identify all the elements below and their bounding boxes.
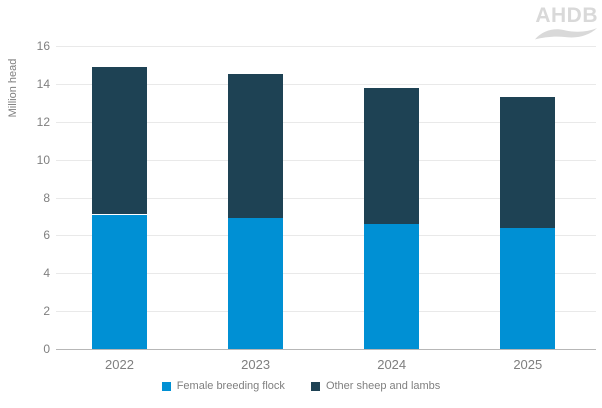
bar-segment-other-sheep-and-lambs xyxy=(364,87,420,224)
legend-swatch-icon xyxy=(161,381,171,391)
legend-item: Female breeding flock xyxy=(161,380,285,392)
bar-segment-female-breeding-flock xyxy=(92,214,147,349)
bar-segment-female-breeding-flock xyxy=(228,218,284,349)
ahdb-logo: AHDB xyxy=(528,4,598,41)
y-tick-label: 2 xyxy=(43,304,50,319)
bar-segment-female-breeding-flock xyxy=(364,224,420,349)
y-tick-label: 16 xyxy=(36,39,50,53)
gridline xyxy=(56,46,596,47)
gridline xyxy=(56,83,596,85)
gridline xyxy=(56,121,596,123)
x-axis-label: 2024 xyxy=(377,357,407,372)
x-axis-label: 2023 xyxy=(241,357,271,372)
bar-segment-other-sheep-and-lambs xyxy=(92,66,147,215)
legend-label: Other sheep and lambs xyxy=(325,380,441,392)
bar-segment-other-sheep-and-lambs xyxy=(228,74,284,219)
x-axis-label: 2025 xyxy=(513,357,543,372)
gridline xyxy=(56,273,596,275)
bar-segment-other-sheep-and-lambs xyxy=(500,97,556,228)
y-tick-label: 10 xyxy=(36,152,50,167)
gridline xyxy=(56,311,596,313)
y-tick-label: 12 xyxy=(36,114,50,129)
legend: Female breeding flock Other sheep and lam… xyxy=(0,380,602,392)
y-tick-label: 6 xyxy=(43,228,50,243)
gridline xyxy=(56,159,596,161)
x-axis-line xyxy=(56,349,596,350)
y-tick-label: 14 xyxy=(36,76,50,91)
y-tick-label: 4 xyxy=(43,266,50,281)
gridline xyxy=(56,197,596,199)
y-tick-label: 8 xyxy=(43,190,50,205)
ahdb-logo-text: AHDB xyxy=(535,4,598,27)
y-tick-label: 0 xyxy=(43,342,50,356)
legend-swatch-icon xyxy=(310,381,320,391)
legend-item: Other sheep and lambs xyxy=(310,380,441,392)
gridline xyxy=(56,235,596,237)
x-axis-label: 2022 xyxy=(105,357,134,372)
legend-label: Female breeding flock xyxy=(176,380,285,392)
ahdb-wave-icon xyxy=(534,28,598,40)
bar-segment-female-breeding-flock xyxy=(500,227,556,349)
